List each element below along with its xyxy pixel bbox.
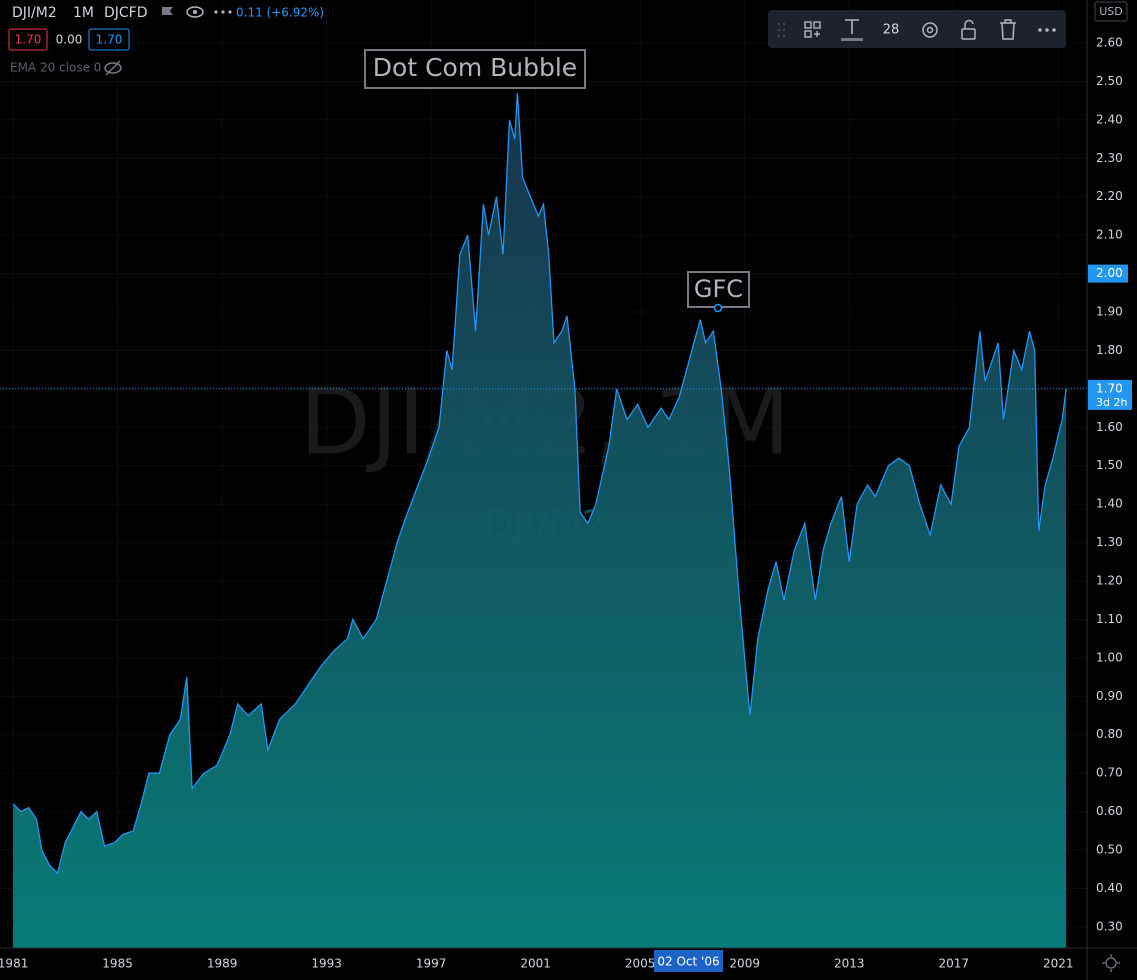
- y-tick-label: 2.10: [1096, 228, 1123, 242]
- settings-icon[interactable]: [1102, 954, 1120, 972]
- annotation[interactable]: GFC: [694, 275, 743, 303]
- y-tick-label: 1.80: [1096, 343, 1123, 357]
- y-tick-label: 1.00: [1096, 650, 1123, 664]
- ohlc-value: 1.70: [96, 33, 123, 47]
- symbol[interactable]: DJI/M2: [12, 5, 57, 21]
- delete-button[interactable]: [1000, 19, 1016, 40]
- eye-icon: [193, 10, 197, 14]
- x-tick-label: 1985: [102, 957, 133, 971]
- y-tick-label: 1.40: [1096, 497, 1123, 511]
- eye-icon[interactable]: [186, 6, 204, 18]
- axes: 0.30 0.40 0.50 0.60 0.70 0.80 0.90 1.00 1.10 1.20…: [0, 36, 1132, 972]
- level-label: 2.00: [1096, 266, 1123, 280]
- y-tick-label: 2.50: [1096, 74, 1123, 88]
- template-button[interactable]: [804, 21, 821, 38]
- more-icon[interactable]: [214, 10, 232, 14]
- countdown: 3d 2h: [1096, 396, 1127, 409]
- x-tick-label: 2017: [938, 957, 969, 971]
- x-tick-label: 1993: [311, 957, 342, 971]
- crosshair-date: 02 Oct '06: [657, 955, 719, 969]
- ohlc-box: [88, 28, 130, 51]
- annotation-box[interactable]: [364, 49, 586, 89]
- annotation[interactable]: Dot Com Bubble: [373, 53, 577, 82]
- area-fill: [13, 93, 1067, 948]
- y-tick-label: 1.90: [1096, 305, 1123, 319]
- price-label: 1.70: [1096, 381, 1123, 395]
- settings-button[interactable]: [922, 22, 938, 38]
- y-tick-label: 2.40: [1096, 112, 1123, 126]
- x-tick-label: 1981: [0, 957, 28, 971]
- indicator[interactable]: EMA 20 close 0: [10, 61, 101, 75]
- x-tick-label: 1989: [207, 957, 238, 971]
- x-tick-label: 2001: [520, 957, 551, 971]
- x-tick-label: 1997: [416, 957, 447, 971]
- y-tick-label: 0.90: [1096, 689, 1123, 703]
- font-size-button[interactable]: 28: [883, 23, 900, 38]
- level-label-box: [1088, 264, 1128, 283]
- y-tick-label: 0.50: [1096, 843, 1123, 857]
- lock-button[interactable]: [961, 19, 976, 40]
- x-tick-label: 2013: [834, 957, 865, 971]
- y-tick-label: 2.60: [1096, 36, 1123, 50]
- currency-box[interactable]: [1094, 1, 1128, 22]
- y-tick-label: 2.20: [1096, 189, 1123, 203]
- y-tick-label: 0.70: [1096, 766, 1123, 780]
- hidden-icon[interactable]: [104, 60, 122, 76]
- crosshair-date-box: [654, 950, 723, 972]
- series: [0, 92, 1087, 948]
- y-tick-label: 0.30: [1096, 919, 1123, 933]
- ohlc-value: 1.70: [15, 33, 42, 47]
- x-tick-label: 2021: [1043, 957, 1074, 971]
- interval[interactable]: 1M: [73, 5, 94, 21]
- y-tick-label: 1.60: [1096, 420, 1123, 434]
- y-tick-label: 1.10: [1096, 612, 1123, 626]
- y-tick-label: 0.60: [1096, 804, 1123, 818]
- source[interactable]: DJCFD: [104, 5, 148, 21]
- y-tick-label: 1.20: [1096, 574, 1123, 588]
- change: 0.11 (+6.92%): [236, 6, 324, 20]
- y-tick-label: 0.40: [1096, 881, 1123, 895]
- price-label-box: [1088, 379, 1132, 410]
- y-tick-label: 1.50: [1096, 458, 1123, 472]
- y-tick-label: 0.80: [1096, 727, 1123, 741]
- toolbar: [768, 10, 1066, 48]
- more-button[interactable]: [1038, 28, 1056, 32]
- currency[interactable]: USD: [1099, 5, 1123, 18]
- x-tick-label: 2009: [729, 957, 760, 971]
- drag-handle[interactable]: [778, 23, 785, 37]
- ohlc-value: 0.00: [56, 33, 83, 47]
- y-tick-label: 2.30: [1096, 151, 1123, 165]
- y-tick-label: 1.30: [1096, 535, 1123, 549]
- area-line: [12, 92, 1067, 875]
- ohlc-box: [8, 28, 48, 51]
- flag-icon[interactable]: [162, 7, 173, 15]
- text-color-button[interactable]: [841, 19, 863, 41]
- x-tick-label: 2005: [625, 957, 656, 971]
- annotation-anchor[interactable]: [713, 303, 723, 313]
